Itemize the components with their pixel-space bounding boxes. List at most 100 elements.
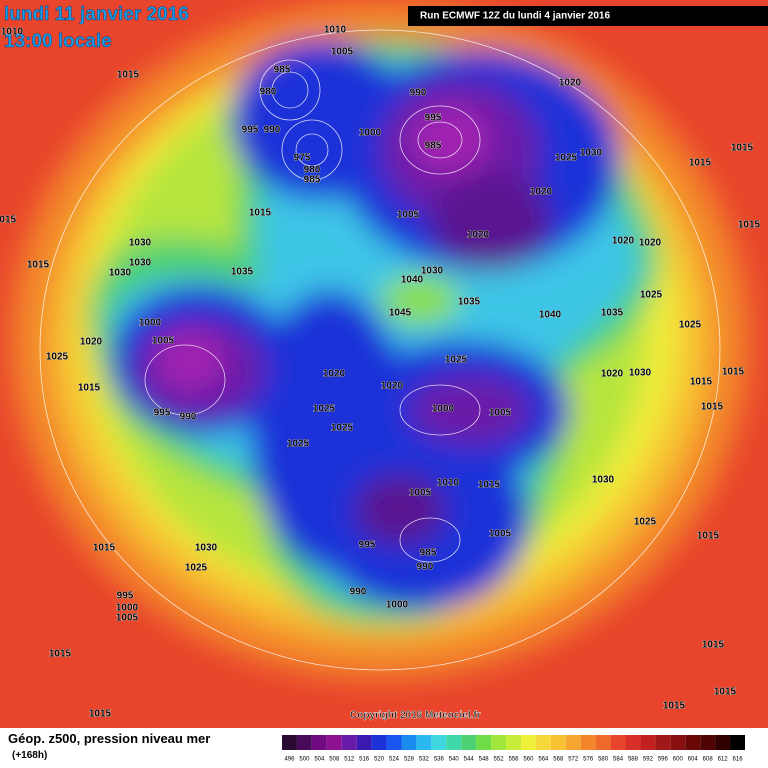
- colorbar-swatch: [461, 735, 477, 750]
- pressure-label: 1045: [389, 308, 412, 319]
- pressure-label: 1015: [89, 709, 112, 720]
- pressure-label: 1005: [397, 210, 420, 221]
- colorbar-swatch: [580, 735, 596, 750]
- colorbar-tick-label: 568: [553, 757, 564, 763]
- pressure-label: 1020: [612, 236, 635, 247]
- pressure-label: 1000: [116, 603, 139, 614]
- pressure-label: 1015: [0, 215, 17, 226]
- pressure-label: 995: [117, 591, 134, 602]
- pressure-label: 1015: [731, 143, 754, 154]
- pressure-label: 985: [420, 548, 437, 559]
- pressure-label: 1020: [530, 187, 553, 198]
- pressure-label: 1005: [489, 529, 512, 540]
- colorbar-tick-label: 496: [284, 757, 295, 763]
- pressure-label: 1025: [185, 563, 208, 574]
- colorbar-swatch: [401, 735, 417, 750]
- pressure-label: 990: [410, 88, 427, 99]
- pressure-label: 1025: [313, 404, 336, 415]
- pressure-label: 1015: [49, 649, 72, 660]
- pressure-label: 1015: [702, 640, 725, 651]
- pressure-label: 1005: [116, 613, 139, 624]
- lead-label: (+168h): [12, 750, 47, 761]
- pressure-label: 1040: [401, 275, 424, 286]
- pressure-label: 1005: [409, 488, 432, 499]
- pressure-label: 1010: [324, 25, 347, 36]
- colorbar-swatch: [431, 735, 447, 750]
- pressure-label: 1000: [432, 404, 455, 415]
- run-label: Run ECMWF 12Z du lundi 4 janvier 2016: [420, 11, 610, 22]
- pressure-label: 1030: [580, 148, 603, 159]
- pressure-label: 1020: [323, 369, 346, 380]
- pressure-label: 1015: [722, 367, 745, 378]
- run-box: [408, 6, 768, 26]
- pressure-label: 1015: [78, 383, 101, 394]
- pressure-label: 1005: [489, 408, 512, 419]
- pressure-label: 1020: [467, 230, 490, 241]
- pressure-label: 975: [294, 153, 311, 164]
- pressure-label: 995: [242, 125, 259, 136]
- colorbar-swatch: [520, 735, 536, 750]
- pressure-label: 1005: [152, 336, 175, 347]
- pressure-label: 1020: [601, 369, 624, 380]
- pressure-label: 1020: [80, 337, 103, 348]
- colorbar-tick-label: 540: [449, 757, 460, 763]
- pressure-label: 1025: [640, 290, 663, 301]
- colorbar-tick-label: 564: [538, 757, 549, 763]
- pressure-label: 1015: [738, 220, 761, 231]
- colorbar-tick-label: 616: [733, 757, 744, 763]
- colorbar-tick-label: 520: [374, 757, 385, 763]
- colorbar-tick-label: 532: [419, 757, 430, 763]
- pressure-label: 1015: [701, 402, 724, 413]
- pressure-label: 990: [350, 587, 367, 598]
- pressure-label: 1015: [690, 377, 713, 388]
- pressure-label: 1030: [129, 238, 152, 249]
- pressure-label: 1030: [421, 266, 444, 277]
- pressure-label: 995: [425, 113, 442, 124]
- pressure-label: 1040: [539, 310, 562, 321]
- pressure-label: 1025: [555, 153, 578, 164]
- colorbar-swatch: [371, 735, 387, 750]
- colorbar-swatch: [625, 735, 641, 750]
- pressure-label: 985: [274, 65, 291, 76]
- colorbar-tick-label: 556: [508, 757, 519, 763]
- colorbar-swatch: [491, 735, 507, 750]
- colorbar-tick-label: 584: [613, 757, 624, 763]
- pressure-label: 1030: [592, 475, 615, 486]
- pressure-label: 990: [264, 125, 281, 136]
- colorbar-swatch: [640, 735, 656, 750]
- colorbar-swatch: [416, 735, 432, 750]
- colorbar-tick-label: 588: [628, 757, 639, 763]
- colorbar-tick-label: 536: [434, 757, 445, 763]
- time-label: 13:00 locale: [4, 31, 112, 52]
- colorbar-swatch: [386, 735, 402, 750]
- colorbar-swatch: [610, 735, 626, 750]
- pressure-label: 985: [304, 175, 321, 186]
- colorbar-tick-label: 580: [598, 757, 609, 763]
- colorbar-swatch: [685, 735, 701, 750]
- pressure-label: 1015: [27, 260, 50, 271]
- colorbar-swatch: [326, 735, 342, 750]
- colorbar: 496 500 504 508 512 516 520 524 528 532 536 540 544 5…: [282, 735, 745, 763]
- colorbar-tick-label: 516: [359, 757, 370, 763]
- pressure-label: 1035: [231, 267, 254, 278]
- colorbar-tick-label: 608: [703, 757, 714, 763]
- pressure-label: 985: [425, 141, 442, 152]
- copyright: Copyright 2016 Meteociel.fr: [350, 710, 481, 721]
- pressure-label: 1035: [601, 308, 624, 319]
- colorbar-swatch: [476, 735, 492, 750]
- pressure-label: 1015: [663, 701, 686, 712]
- pressure-label: 1015: [689, 158, 712, 169]
- colorbar-swatch: [506, 735, 521, 750]
- pressure-label: 1020: [381, 381, 404, 392]
- colorbar-swatch: [535, 735, 551, 750]
- pressure-label: 1000: [139, 318, 162, 329]
- pressure-label: 1035: [458, 297, 481, 308]
- pressure-label: 1015: [93, 543, 116, 554]
- colorbar-tick-label: 592: [643, 757, 654, 763]
- pressure-label: 1000: [386, 600, 409, 611]
- height-field: [0, 0, 768, 728]
- pressure-label: 1030: [109, 268, 132, 279]
- colorbar-swatch: [550, 735, 566, 750]
